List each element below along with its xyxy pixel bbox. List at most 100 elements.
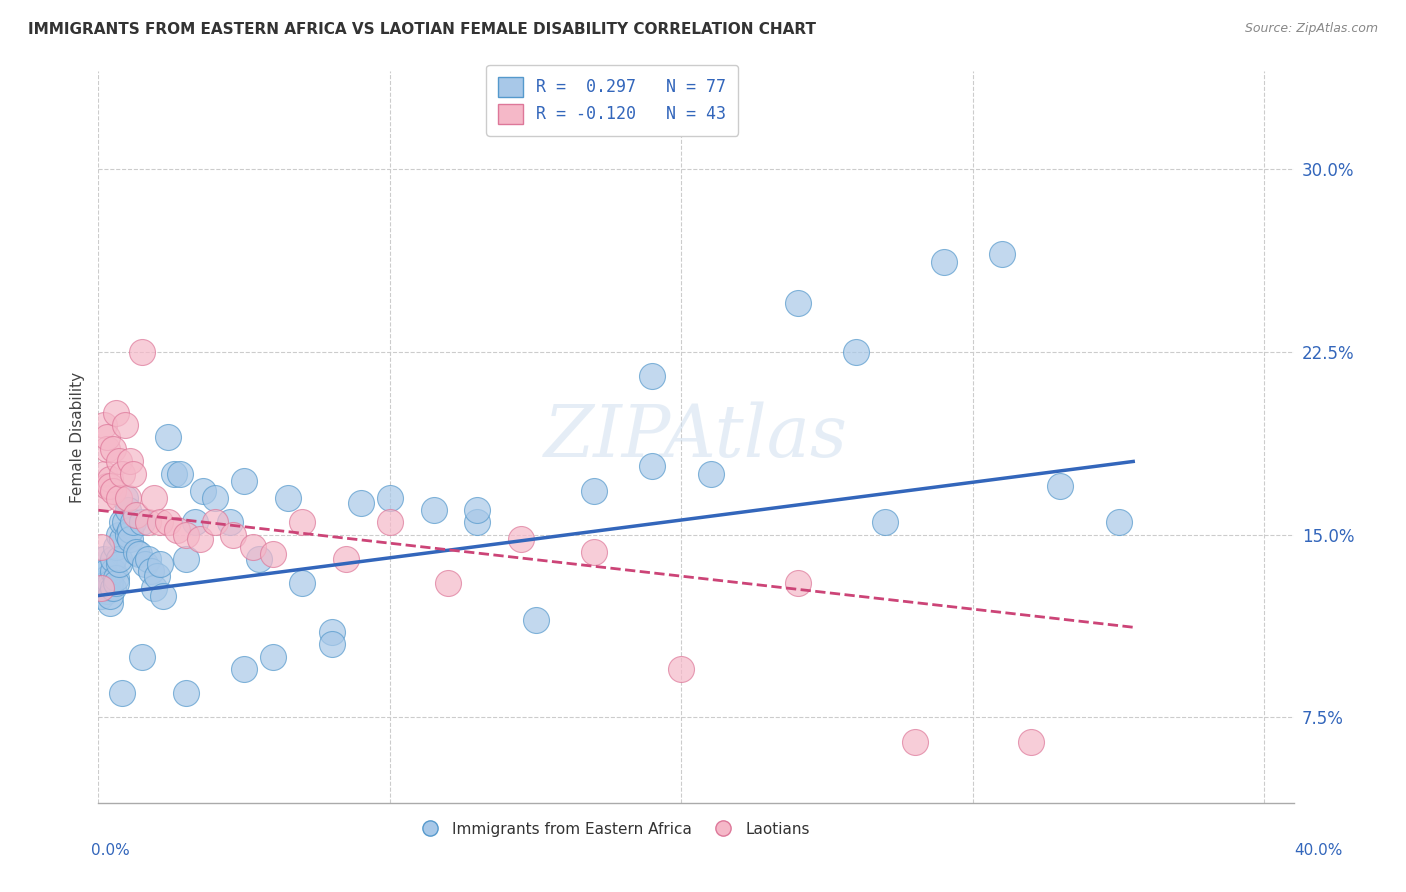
Point [96, 564, 118, 578]
Point [262, 649, 284, 664]
Point [122, 516, 145, 530]
Point [93, 491, 115, 505]
Point [467, 503, 489, 517]
Point [582, 483, 605, 498]
Point [321, 625, 343, 640]
Point [149, 516, 172, 530]
Point [641, 459, 664, 474]
Point [111, 686, 134, 700]
Point [157, 516, 180, 530]
Point [242, 540, 264, 554]
Point [152, 589, 174, 603]
Point [524, 613, 547, 627]
Point [131, 344, 153, 359]
Point [467, 516, 489, 530]
Point [96, 442, 118, 457]
Point [98, 589, 121, 603]
Point [101, 581, 124, 595]
Point [335, 552, 357, 566]
Point [128, 547, 150, 561]
Point [98, 479, 121, 493]
Point [193, 483, 215, 498]
Point [98, 576, 121, 591]
Point [291, 576, 314, 591]
Point [101, 483, 124, 498]
Point [145, 569, 167, 583]
Point [169, 467, 191, 481]
Point [277, 491, 299, 505]
Point [104, 406, 127, 420]
Point [378, 516, 401, 530]
Point [122, 467, 145, 481]
Point [96, 479, 118, 493]
Point [90, 576, 112, 591]
Point [262, 547, 284, 561]
Point [104, 540, 127, 554]
Point [104, 576, 127, 591]
Point [93, 581, 115, 595]
Point [166, 523, 188, 537]
Point [120, 523, 142, 537]
Point [96, 583, 118, 598]
Point [142, 581, 165, 595]
Point [1049, 479, 1071, 493]
Point [134, 557, 156, 571]
Point [221, 527, 243, 541]
Point [247, 552, 270, 566]
Point [845, 344, 868, 359]
Point [93, 552, 115, 566]
Point [114, 491, 136, 505]
Point [101, 552, 124, 566]
Point [104, 572, 127, 586]
Point [350, 496, 373, 510]
Point [93, 467, 115, 481]
Point [699, 467, 721, 481]
Point [787, 576, 810, 591]
Point [139, 564, 162, 578]
Point [142, 491, 165, 505]
Text: ZIPAtlas: ZIPAtlas [544, 401, 848, 473]
Point [96, 572, 118, 586]
Point [1019, 735, 1042, 749]
Point [131, 649, 153, 664]
Text: 40.0%: 40.0% [1295, 843, 1343, 858]
Point [111, 533, 134, 547]
Legend: Immigrants from Eastern Africa, Laotians: Immigrants from Eastern Africa, Laotians [408, 815, 817, 843]
Point [510, 533, 533, 547]
Text: Source: ZipAtlas.com: Source: ZipAtlas.com [1244, 22, 1378, 36]
Point [131, 516, 153, 530]
Point [157, 430, 180, 444]
Point [114, 417, 136, 432]
Point [291, 516, 314, 530]
Point [218, 516, 240, 530]
Point [108, 491, 131, 505]
Point [233, 662, 256, 676]
Point [108, 552, 131, 566]
Point [114, 516, 136, 530]
Point [111, 516, 134, 530]
Point [437, 576, 460, 591]
Y-axis label: Female Disability: Female Disability [69, 371, 84, 503]
Point [204, 491, 226, 505]
Text: 0.0%: 0.0% [91, 843, 131, 858]
Point [671, 662, 693, 676]
Point [233, 474, 256, 488]
Point [163, 467, 186, 481]
Point [90, 589, 112, 603]
Point [991, 247, 1014, 261]
Point [641, 369, 664, 384]
Point [136, 516, 159, 530]
Point [204, 516, 226, 530]
Point [90, 540, 112, 554]
Point [108, 454, 131, 468]
Point [90, 581, 112, 595]
Text: IMMIGRANTS FROM EASTERN AFRICA VS LAOTIAN FEMALE DISABILITY CORRELATION CHART: IMMIGRANTS FROM EASTERN AFRICA VS LAOTIA… [28, 22, 815, 37]
Point [120, 454, 142, 468]
Point [582, 544, 605, 558]
Point [378, 491, 401, 505]
Point [932, 254, 955, 268]
Point [98, 596, 121, 610]
Point [98, 581, 121, 595]
Point [120, 533, 142, 547]
Point [93, 417, 115, 432]
